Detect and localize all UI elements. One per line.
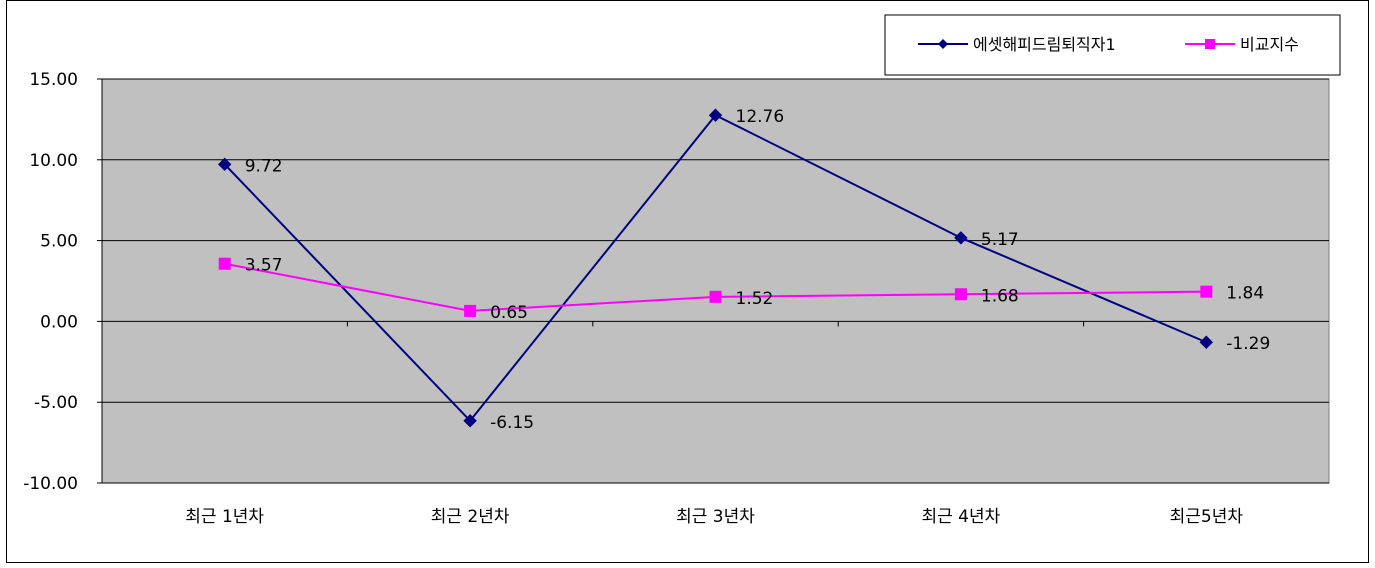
data-label: -1.29	[1226, 334, 1270, 354]
y-tick-label: -5.00	[34, 393, 78, 413]
data-point-diamond	[463, 414, 477, 428]
data-label: 0.65	[490, 303, 528, 323]
data-point-square	[218, 257, 231, 270]
data-label: 1.84	[1226, 284, 1264, 304]
data-point-square	[1200, 285, 1213, 298]
y-tick-label: 10.00	[29, 151, 78, 171]
data-point-square	[709, 290, 722, 303]
legend: 에셋해피드림퇴직자1 비교지수	[884, 14, 1341, 76]
y-tick-label: -10.00	[23, 474, 78, 494]
legend-label-1: 에셋해피드림퇴직자1	[973, 35, 1116, 54]
data-point-diamond	[217, 157, 232, 172]
data-point-diamond	[708, 108, 723, 122]
plot-background	[101, 78, 1330, 484]
x-tick-label: 최근 3년차	[676, 507, 755, 527]
data-label: 1.68	[981, 286, 1019, 306]
data-point-square	[464, 304, 477, 317]
data-label: 3.57	[245, 256, 283, 276]
data-point-diamond	[954, 231, 968, 245]
data-point-diamond	[1199, 335, 1214, 349]
x-tick-label: 최근5년차	[1170, 507, 1244, 527]
y-tick-label: 15.00	[29, 70, 78, 90]
data-label: 12.76	[736, 107, 785, 127]
legend-label-2: 비교지수	[1240, 35, 1299, 54]
x-tick-label: 최근 1년차	[185, 507, 264, 527]
data-label: -6.15	[490, 413, 534, 433]
data-label: 9.72	[245, 156, 283, 176]
x-tick-label: 최근 4년차	[922, 507, 1001, 527]
data-label: 5.17	[981, 230, 1019, 250]
plot-area: 15.00 10.00 5.00 0.00 -5.00 -10.00 최근 1년차 최근 2년…	[23, 70, 1330, 527]
legend-marker-square	[1205, 39, 1215, 49]
data-label: 1.52	[736, 289, 774, 309]
y-tick-label: 0.00	[40, 312, 78, 332]
legend-marker-diamond	[938, 39, 948, 49]
x-tick-label: 최근 2년차	[431, 507, 510, 527]
data-point-square	[954, 288, 967, 301]
y-tick-label: 5.00	[40, 232, 78, 252]
